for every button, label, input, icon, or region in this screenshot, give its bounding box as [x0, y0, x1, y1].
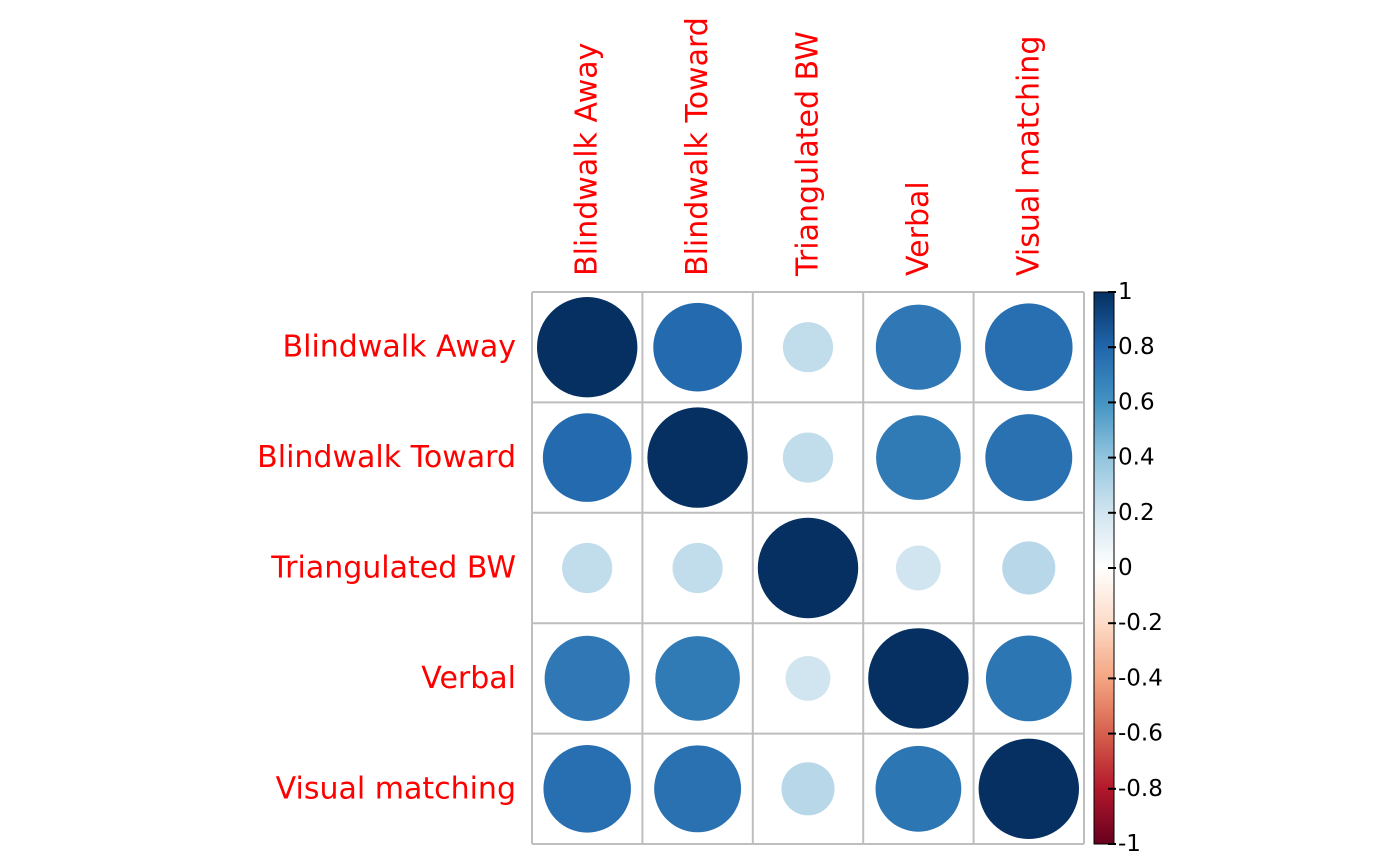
corr-circle: [757, 517, 859, 619]
circle-layer: [537, 297, 1079, 839]
corr-circle: [978, 738, 1079, 839]
corr-circle: [895, 545, 941, 591]
colorbar-tick-label: 0: [1118, 555, 1133, 581]
corr-circle: [647, 407, 748, 508]
corr-circle: [543, 745, 631, 833]
colorbar-tick-label: -0.6: [1118, 721, 1163, 747]
corr-circle: [655, 636, 740, 721]
row-labels: Blindwalk Away Blindwalk Toward Triangulat…: [257, 330, 516, 807]
row-label: Triangulated BW: [270, 551, 516, 586]
colorbar-tick-label: 0.2: [1118, 500, 1155, 526]
column-label: Visual matching: [1011, 36, 1046, 276]
colorbar-tick-label: -1: [1118, 831, 1141, 857]
corr-circle: [782, 432, 834, 483]
corr-circle: [985, 414, 1073, 502]
colorbar-tick-label: 1: [1118, 279, 1133, 305]
row-label: Verbal: [421, 661, 516, 696]
corr-circle: [537, 297, 638, 398]
corr-circle: [672, 542, 723, 594]
column-label: Verbal: [901, 181, 936, 276]
column-label: Blindwalk Toward: [680, 17, 715, 276]
corr-circle: [782, 322, 834, 373]
corr-circle: [876, 415, 961, 500]
corr-circle: [1002, 541, 1056, 595]
corr-circle: [785, 655, 831, 701]
colorbar-tick-label: 0.8: [1118, 334, 1155, 360]
corr-circle: [653, 302, 742, 392]
grid-layer: [531, 291, 1085, 845]
row-label: Visual matching: [276, 771, 516, 806]
corr-circle: [781, 762, 835, 816]
corr-circle: [544, 635, 630, 721]
colorbar-tick-label: 0.4: [1118, 445, 1155, 471]
corr-circle: [562, 542, 613, 594]
colorbar-tick-label: 0.6: [1118, 389, 1155, 415]
colorbar-tick-label: -0.2: [1118, 610, 1163, 636]
corr-circle: [542, 413, 632, 502]
column-labels: Blindwalk Away Blindwalk Toward Triangulat…: [570, 17, 1047, 277]
column-label: Triangulated BW: [791, 31, 826, 277]
corr-circle: [654, 745, 742, 833]
corr-circle: [985, 635, 1072, 722]
corr-circle: [875, 304, 961, 390]
colorbar-tick-label: -0.4: [1118, 665, 1163, 691]
corr-circle: [868, 628, 969, 729]
column-label: Blindwalk Away: [570, 43, 605, 276]
row-label: Blindwalk Away: [283, 330, 516, 365]
colorbar: 1 0.8 0.6 0.4 0.2 0 -0.2 -0.4 -0.6 -0.8 -1: [1093, 279, 1163, 857]
corr-circle: [875, 745, 962, 832]
row-label: Blindwalk Toward: [257, 440, 516, 475]
corr-circle: [985, 303, 1073, 391]
colorbar-tick-label: -0.8: [1118, 776, 1163, 802]
